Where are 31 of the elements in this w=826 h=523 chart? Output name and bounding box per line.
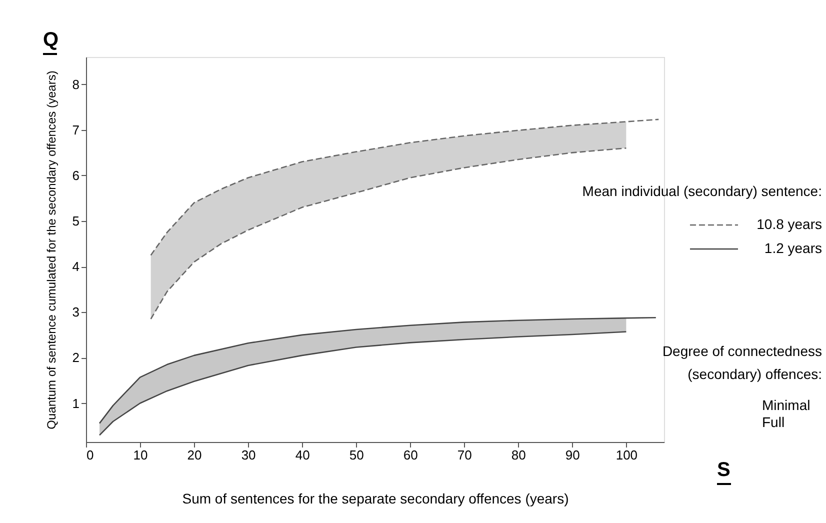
x-tick-label: 30 xyxy=(241,448,256,462)
y-tick-label: 5 xyxy=(72,214,80,229)
x-tick-label: 70 xyxy=(457,448,472,462)
x-axis-title: Sum of sentences for the separate secondary offences (years) xyxy=(182,490,569,506)
x-tick-label: 0 xyxy=(86,448,94,462)
legend-label: 1.2 years xyxy=(764,240,822,256)
x-tick-label: 50 xyxy=(349,448,364,462)
y-axis-title: Quantum of sentence cumulated for the secondary offences (years) xyxy=(44,70,58,430)
x-tick-label: 60 xyxy=(403,448,418,462)
annotation: Degree of connectedness xyxy=(662,343,822,359)
text: Minimal xyxy=(762,397,810,413)
text: Full xyxy=(762,414,785,430)
y-tick-label: 3 xyxy=(72,304,80,320)
text: (secondary) offences: xyxy=(688,366,822,382)
y-tick-label: 1 xyxy=(72,396,80,411)
x-tick-label: 80 xyxy=(511,448,526,462)
y-tick-label: 8 xyxy=(72,76,80,92)
x-tick-label: 100 xyxy=(616,448,638,462)
x-tick-label: 40 xyxy=(295,448,310,462)
legend-label: 10.8 years xyxy=(756,216,822,232)
x-tick-label: 20 xyxy=(187,448,202,462)
text: Q xyxy=(43,29,59,51)
y-tick-label: 4 xyxy=(72,259,80,274)
x-tick-label: 90 xyxy=(565,448,580,462)
legend-title: Mean individual (secondary) sentence: xyxy=(582,183,822,199)
y-tick-label: 2 xyxy=(72,350,80,366)
y-tick-label: 7 xyxy=(72,122,80,138)
text: S xyxy=(717,459,730,481)
y-tick-label: 6 xyxy=(72,168,80,183)
line-series xyxy=(98,316,657,424)
x-tick-label: 10 xyxy=(133,448,148,462)
